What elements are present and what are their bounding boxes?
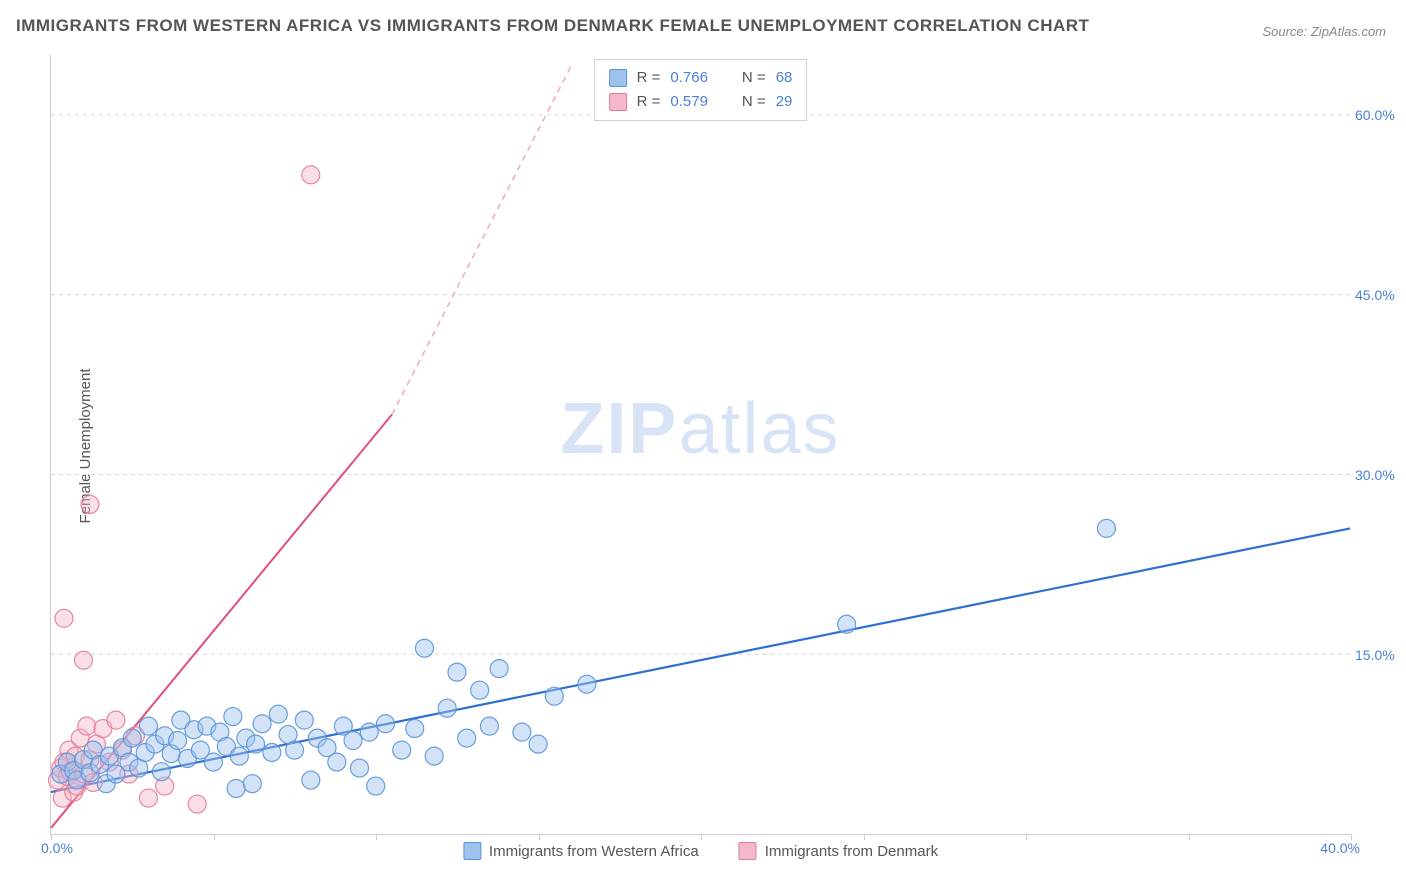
x-tick	[214, 834, 215, 840]
scatter-point	[55, 609, 73, 627]
x-max-label: 40.0%	[1320, 840, 1360, 856]
n-value-1: 29	[776, 90, 793, 114]
scatter-point	[227, 779, 245, 797]
series-legend: Immigrants from Western Africa Immigrant…	[463, 842, 938, 860]
scatter-point	[529, 735, 547, 753]
scatter-point	[269, 705, 287, 723]
scatter-point	[74, 651, 92, 669]
scatter-point	[376, 715, 394, 733]
r-label: R =	[637, 66, 661, 90]
scatter-point	[458, 729, 476, 747]
plot-area: ZIPatlas 15.0%30.0%45.0%60.0% 0.0% 40.0%…	[50, 55, 1350, 835]
stats-row-series-1: R = 0.579 N = 29	[609, 90, 793, 114]
n-label: N =	[742, 90, 766, 114]
scatter-point	[344, 732, 362, 750]
scatter-point	[286, 741, 304, 759]
scatter-point	[295, 711, 313, 729]
scatter-point	[81, 495, 99, 513]
scatter-point	[393, 741, 411, 759]
scatter-point	[204, 753, 222, 771]
r-value-1: 0.579	[670, 90, 708, 114]
y-tick-label: 30.0%	[1355, 467, 1405, 483]
legend-item-0: Immigrants from Western Africa	[463, 842, 699, 860]
n-value-0: 68	[776, 66, 793, 90]
legend-label-1: Immigrants from Denmark	[765, 843, 938, 860]
legend-item-1: Immigrants from Denmark	[739, 842, 938, 860]
scatter-point	[224, 708, 242, 726]
y-tick-label: 60.0%	[1355, 107, 1405, 123]
x-tick	[1189, 834, 1190, 840]
scatter-point	[360, 723, 378, 741]
legend-swatch-1	[739, 842, 757, 860]
x-tick	[701, 834, 702, 840]
scatter-point	[302, 771, 320, 789]
scatter-svg	[51, 55, 1350, 834]
scatter-point	[230, 747, 248, 765]
scatter-point	[328, 753, 346, 771]
x-tick	[376, 834, 377, 840]
scatter-point	[490, 660, 508, 678]
x-tick	[864, 834, 865, 840]
y-tick-label: 45.0%	[1355, 287, 1405, 303]
chart-title: IMMIGRANTS FROM WESTERN AFRICA VS IMMIGR…	[16, 16, 1089, 36]
n-label: N =	[742, 66, 766, 90]
x-tick	[1026, 834, 1027, 840]
r-label: R =	[637, 90, 661, 114]
y-tick-label: 15.0%	[1355, 647, 1405, 663]
scatter-point	[425, 747, 443, 765]
scatter-point	[152, 763, 170, 781]
scatter-point	[415, 639, 433, 657]
scatter-point	[480, 717, 498, 735]
x-tick	[539, 834, 540, 840]
scatter-point	[123, 729, 141, 747]
stats-swatch-1	[609, 93, 627, 111]
scatter-point	[471, 681, 489, 699]
scatter-point	[351, 759, 369, 777]
stats-swatch-0	[609, 69, 627, 87]
scatter-point	[253, 715, 271, 733]
legend-label-0: Immigrants from Western Africa	[489, 843, 699, 860]
scatter-point	[302, 166, 320, 184]
scatter-point	[139, 789, 157, 807]
scatter-point	[247, 735, 265, 753]
scatter-point	[448, 663, 466, 681]
r-value-0: 0.766	[670, 66, 708, 90]
scatter-point	[139, 717, 157, 735]
scatter-point	[188, 795, 206, 813]
scatter-point	[406, 720, 424, 738]
scatter-point	[438, 699, 456, 717]
scatter-point	[169, 732, 187, 750]
scatter-point	[513, 723, 531, 741]
legend-swatch-0	[463, 842, 481, 860]
source-attribution: Source: ZipAtlas.com	[1262, 24, 1386, 39]
scatter-point	[243, 775, 261, 793]
stats-row-series-0: R = 0.766 N = 68	[609, 66, 793, 90]
scatter-point	[1097, 519, 1115, 537]
stats-legend: R = 0.766 N = 68 R = 0.579 N = 29	[594, 59, 808, 121]
scatter-point	[578, 675, 596, 693]
scatter-point	[263, 744, 281, 762]
scatter-point	[545, 687, 563, 705]
scatter-point	[838, 615, 856, 633]
scatter-point	[367, 777, 385, 795]
x-origin-label: 0.0%	[41, 840, 73, 856]
scatter-point	[78, 717, 96, 735]
scatter-point	[107, 711, 125, 729]
